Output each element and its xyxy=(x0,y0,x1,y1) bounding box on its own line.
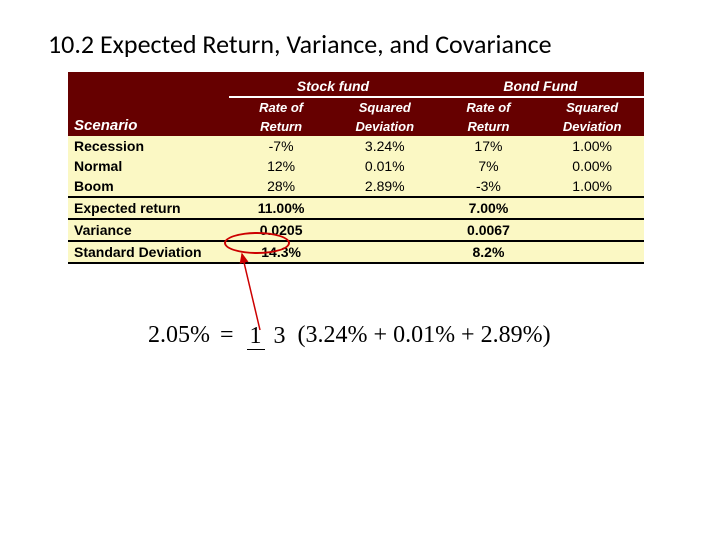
table-row: Boom 28% 2.89% -3% 1.00% xyxy=(68,176,644,197)
header-stock-fund: Stock fund xyxy=(229,72,436,97)
cell xyxy=(540,241,644,263)
row-normal-label: Normal xyxy=(68,156,229,176)
eq-frac-top: 1 xyxy=(247,323,265,350)
header-bond-rate-top: Rate of xyxy=(437,97,541,117)
eq-frac-bot: 3 xyxy=(271,323,289,349)
data-table-container: Scenario Stock fund Bond Fund Rate of Sq… xyxy=(68,72,644,264)
row-boom-label: Boom xyxy=(68,176,229,197)
header-stock-rate-bot: Return xyxy=(229,117,333,136)
cell: 28% xyxy=(229,176,333,197)
cell: 0.01% xyxy=(333,156,437,176)
cell: 0.0067 xyxy=(437,219,541,241)
header-stock-rate-top: Rate of xyxy=(229,97,333,117)
cell xyxy=(540,197,644,219)
eq-rhs: (3.24% + 0.01% + 2.89%) xyxy=(298,322,551,348)
cell: 2.89% xyxy=(333,176,437,197)
cell: 14.3% xyxy=(229,241,333,263)
row-var-label: Variance xyxy=(68,219,229,241)
cell: -3% xyxy=(437,176,541,197)
row-exp-label: Expected return xyxy=(68,197,229,219)
cell: 0.00% xyxy=(540,156,644,176)
row-std-label: Standard Deviation xyxy=(68,241,229,263)
eq-equals: = xyxy=(216,322,238,348)
header-stock-sq-top: Squared xyxy=(333,97,437,117)
table-row: Recession -7% 3.24% 17% 1.00% xyxy=(68,136,644,156)
header-scenario: Scenario xyxy=(68,72,229,136)
header-bond-sq-bot: Deviation xyxy=(540,117,644,136)
cell: 8.2% xyxy=(437,241,541,263)
header-bond-sq-top: Squared xyxy=(540,97,644,117)
cell: 1.00% xyxy=(540,136,644,156)
cell: 7% xyxy=(437,156,541,176)
cell: 3.24% xyxy=(333,136,437,156)
cell xyxy=(333,219,437,241)
cell: 7.00% xyxy=(437,197,541,219)
table-row: Variance 0.0205 0.0067 xyxy=(68,219,644,241)
cell-variance-stock: 0.0205 xyxy=(229,219,333,241)
eq-fraction: 1 3 xyxy=(247,324,289,348)
cell: 12% xyxy=(229,156,333,176)
equation: 2.05% = 1 3 (3.24% + 0.01% + 2.89%) xyxy=(148,322,551,349)
table-row: Expected return 11.00% 7.00% xyxy=(68,197,644,219)
table-row: Normal 12% 0.01% 7% 0.00% xyxy=(68,156,644,176)
table-row: Standard Deviation 14.3% 8.2% xyxy=(68,241,644,263)
header-stock-sq-bot: Deviation xyxy=(333,117,437,136)
row-recession-label: Recession xyxy=(68,136,229,156)
cell xyxy=(333,197,437,219)
header-bond-rate-bot: Return xyxy=(437,117,541,136)
slide-title: 10.2 Expected Return, Variance, and Cova… xyxy=(48,28,552,60)
header-bond-fund: Bond Fund xyxy=(437,72,644,97)
cell xyxy=(540,219,644,241)
cell: 1.00% xyxy=(540,176,644,197)
eq-lhs: 2.05% xyxy=(148,322,210,348)
cell: 11.00% xyxy=(229,197,333,219)
cell: 17% xyxy=(437,136,541,156)
cell xyxy=(333,241,437,263)
data-table: Scenario Stock fund Bond Fund Rate of Sq… xyxy=(68,72,644,264)
cell: -7% xyxy=(229,136,333,156)
